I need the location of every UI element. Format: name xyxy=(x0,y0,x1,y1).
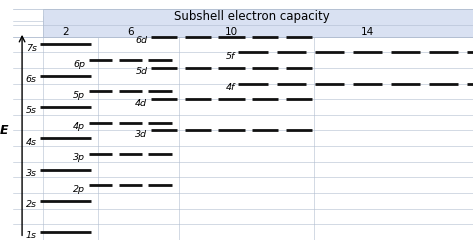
Text: 3s: 3s xyxy=(26,169,37,178)
Text: 6p: 6p xyxy=(73,60,85,68)
Text: 2s: 2s xyxy=(26,200,37,209)
Text: 2: 2 xyxy=(63,27,69,38)
Text: 4p: 4p xyxy=(73,122,85,131)
Text: 4s: 4s xyxy=(26,138,37,147)
Bar xyxy=(43,8,474,37)
Text: 3d: 3d xyxy=(135,130,147,139)
Text: 14: 14 xyxy=(361,27,374,38)
Text: 5s: 5s xyxy=(26,106,37,115)
Text: 5p: 5p xyxy=(73,91,85,100)
Text: 1s: 1s xyxy=(26,231,37,241)
Text: 3p: 3p xyxy=(73,153,85,162)
Text: 10: 10 xyxy=(225,27,238,38)
Text: 5f: 5f xyxy=(226,52,235,61)
Text: Subshell electron capacity: Subshell electron capacity xyxy=(174,10,330,23)
Text: 6: 6 xyxy=(127,27,134,38)
Text: 5d: 5d xyxy=(135,67,147,76)
Text: 2p: 2p xyxy=(73,185,85,194)
Text: E: E xyxy=(0,124,8,137)
Text: 6s: 6s xyxy=(26,75,37,84)
Text: 4f: 4f xyxy=(226,83,235,92)
Text: 4d: 4d xyxy=(135,98,147,108)
Text: 6d: 6d xyxy=(135,36,147,45)
Text: 7s: 7s xyxy=(26,44,37,53)
